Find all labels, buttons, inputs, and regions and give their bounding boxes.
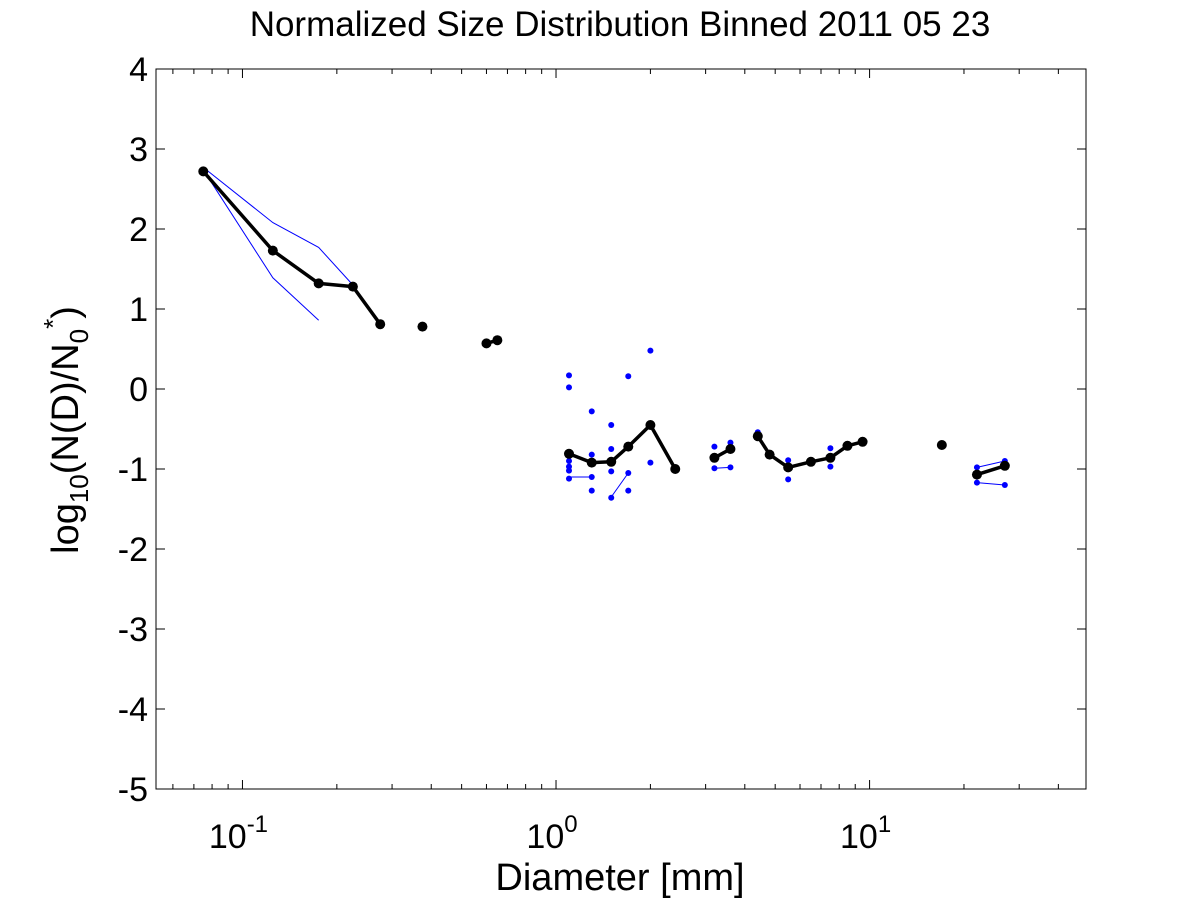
y-tick-label: -5	[118, 771, 148, 809]
mean-point	[971, 469, 982, 480]
chart-marks	[198, 166, 1010, 501]
individual-point	[565, 458, 572, 464]
x-tick-label: 100	[526, 811, 577, 856]
individual-point	[608, 468, 615, 475]
y-label-log: log	[45, 503, 87, 554]
mean-point	[198, 166, 209, 177]
mean-point	[999, 460, 1010, 471]
x-tick-label: 10-1	[209, 811, 268, 856]
axis-ticks	[156, 68, 1086, 790]
y-tick-label: 4	[129, 51, 148, 89]
individual-point	[785, 457, 792, 464]
individual-point	[565, 467, 572, 474]
mean-point	[825, 452, 836, 463]
individual-series-line	[976, 482, 1005, 486]
mean-point	[417, 321, 428, 332]
individual-point	[588, 474, 595, 480]
individual-point	[973, 464, 980, 471]
y-label-sub-0: 0	[64, 329, 94, 343]
x-axis-label: Diameter [mm]	[495, 857, 744, 899]
individual-point	[625, 373, 632, 380]
individual-series-line	[202, 169, 320, 321]
individual-point	[711, 465, 718, 472]
individual-point	[973, 479, 980, 486]
individual-point	[827, 463, 834, 470]
mean-point	[267, 245, 278, 256]
mean-point	[936, 440, 947, 450]
mean-point	[645, 420, 656, 430]
mean-point	[842, 440, 853, 451]
individual-point	[588, 487, 595, 494]
y-tick-label: 3	[129, 131, 148, 169]
y-label-sub-10: 10	[64, 474, 94, 503]
individual-point	[785, 476, 792, 483]
y-tick-label: 2	[129, 211, 148, 249]
mean-point	[764, 449, 775, 460]
y-tick-label: -3	[118, 611, 148, 649]
individual-point	[565, 475, 572, 482]
individual-point	[608, 422, 615, 428]
individual-point	[1001, 482, 1008, 488]
mean-point	[752, 431, 763, 442]
y-label-end: )	[45, 306, 87, 319]
plot-frame	[155, 68, 1087, 790]
mean-point	[805, 456, 816, 467]
individual-series-line	[610, 472, 629, 498]
individual-point	[711, 443, 718, 450]
y-tick-labels: 4 3 2 1 0 -1 -2 -3 -4 -5	[118, 51, 148, 809]
mean-point	[586, 457, 597, 468]
mean-point	[783, 462, 794, 473]
mean-point	[481, 338, 492, 349]
x-tick-label: 101	[840, 811, 891, 856]
individual-point	[625, 487, 632, 494]
individual-point	[727, 464, 734, 471]
y-tick-label: 1	[129, 291, 148, 329]
mean-point	[670, 464, 681, 474]
y-tick-label: -4	[118, 691, 148, 729]
individual-point	[588, 408, 595, 415]
mean-point	[857, 436, 868, 447]
mean-point	[725, 444, 736, 454]
individual-point	[625, 470, 632, 476]
mean-series-line	[568, 423, 677, 470]
y-tick-label: -1	[118, 451, 148, 489]
individual-series-line	[976, 460, 1005, 468]
individual-point	[565, 372, 572, 379]
chart-title: Normalized Size Distribution Binned 2011…	[250, 5, 991, 44]
individual-point	[647, 459, 654, 466]
mean-point	[606, 456, 617, 467]
individual-point	[565, 384, 572, 391]
individual-point	[608, 494, 615, 501]
mean-point	[492, 335, 503, 346]
x-tick-labels: 10-1 100 101	[209, 811, 891, 856]
individual-point	[588, 451, 595, 458]
y-tick-label: 0	[129, 371, 148, 409]
individual-series-line	[202, 167, 354, 286]
individual-point	[647, 347, 654, 354]
individual-point	[827, 445, 834, 452]
mean-point	[347, 281, 358, 292]
individual-point	[727, 439, 734, 446]
mean-series-line	[201, 170, 382, 326]
y-label-mid: (N(D)/N	[45, 343, 87, 474]
individual-point	[608, 446, 615, 452]
mean-point	[623, 441, 634, 452]
y-label-sup: *	[38, 319, 68, 329]
y-axis-label: log10(N(D)/N0*)	[38, 306, 94, 554]
mean-point	[313, 278, 324, 289]
y-tick-label: -2	[118, 531, 148, 569]
mean-point	[375, 319, 386, 330]
mean-point	[563, 448, 574, 459]
mean-point	[709, 452, 720, 463]
